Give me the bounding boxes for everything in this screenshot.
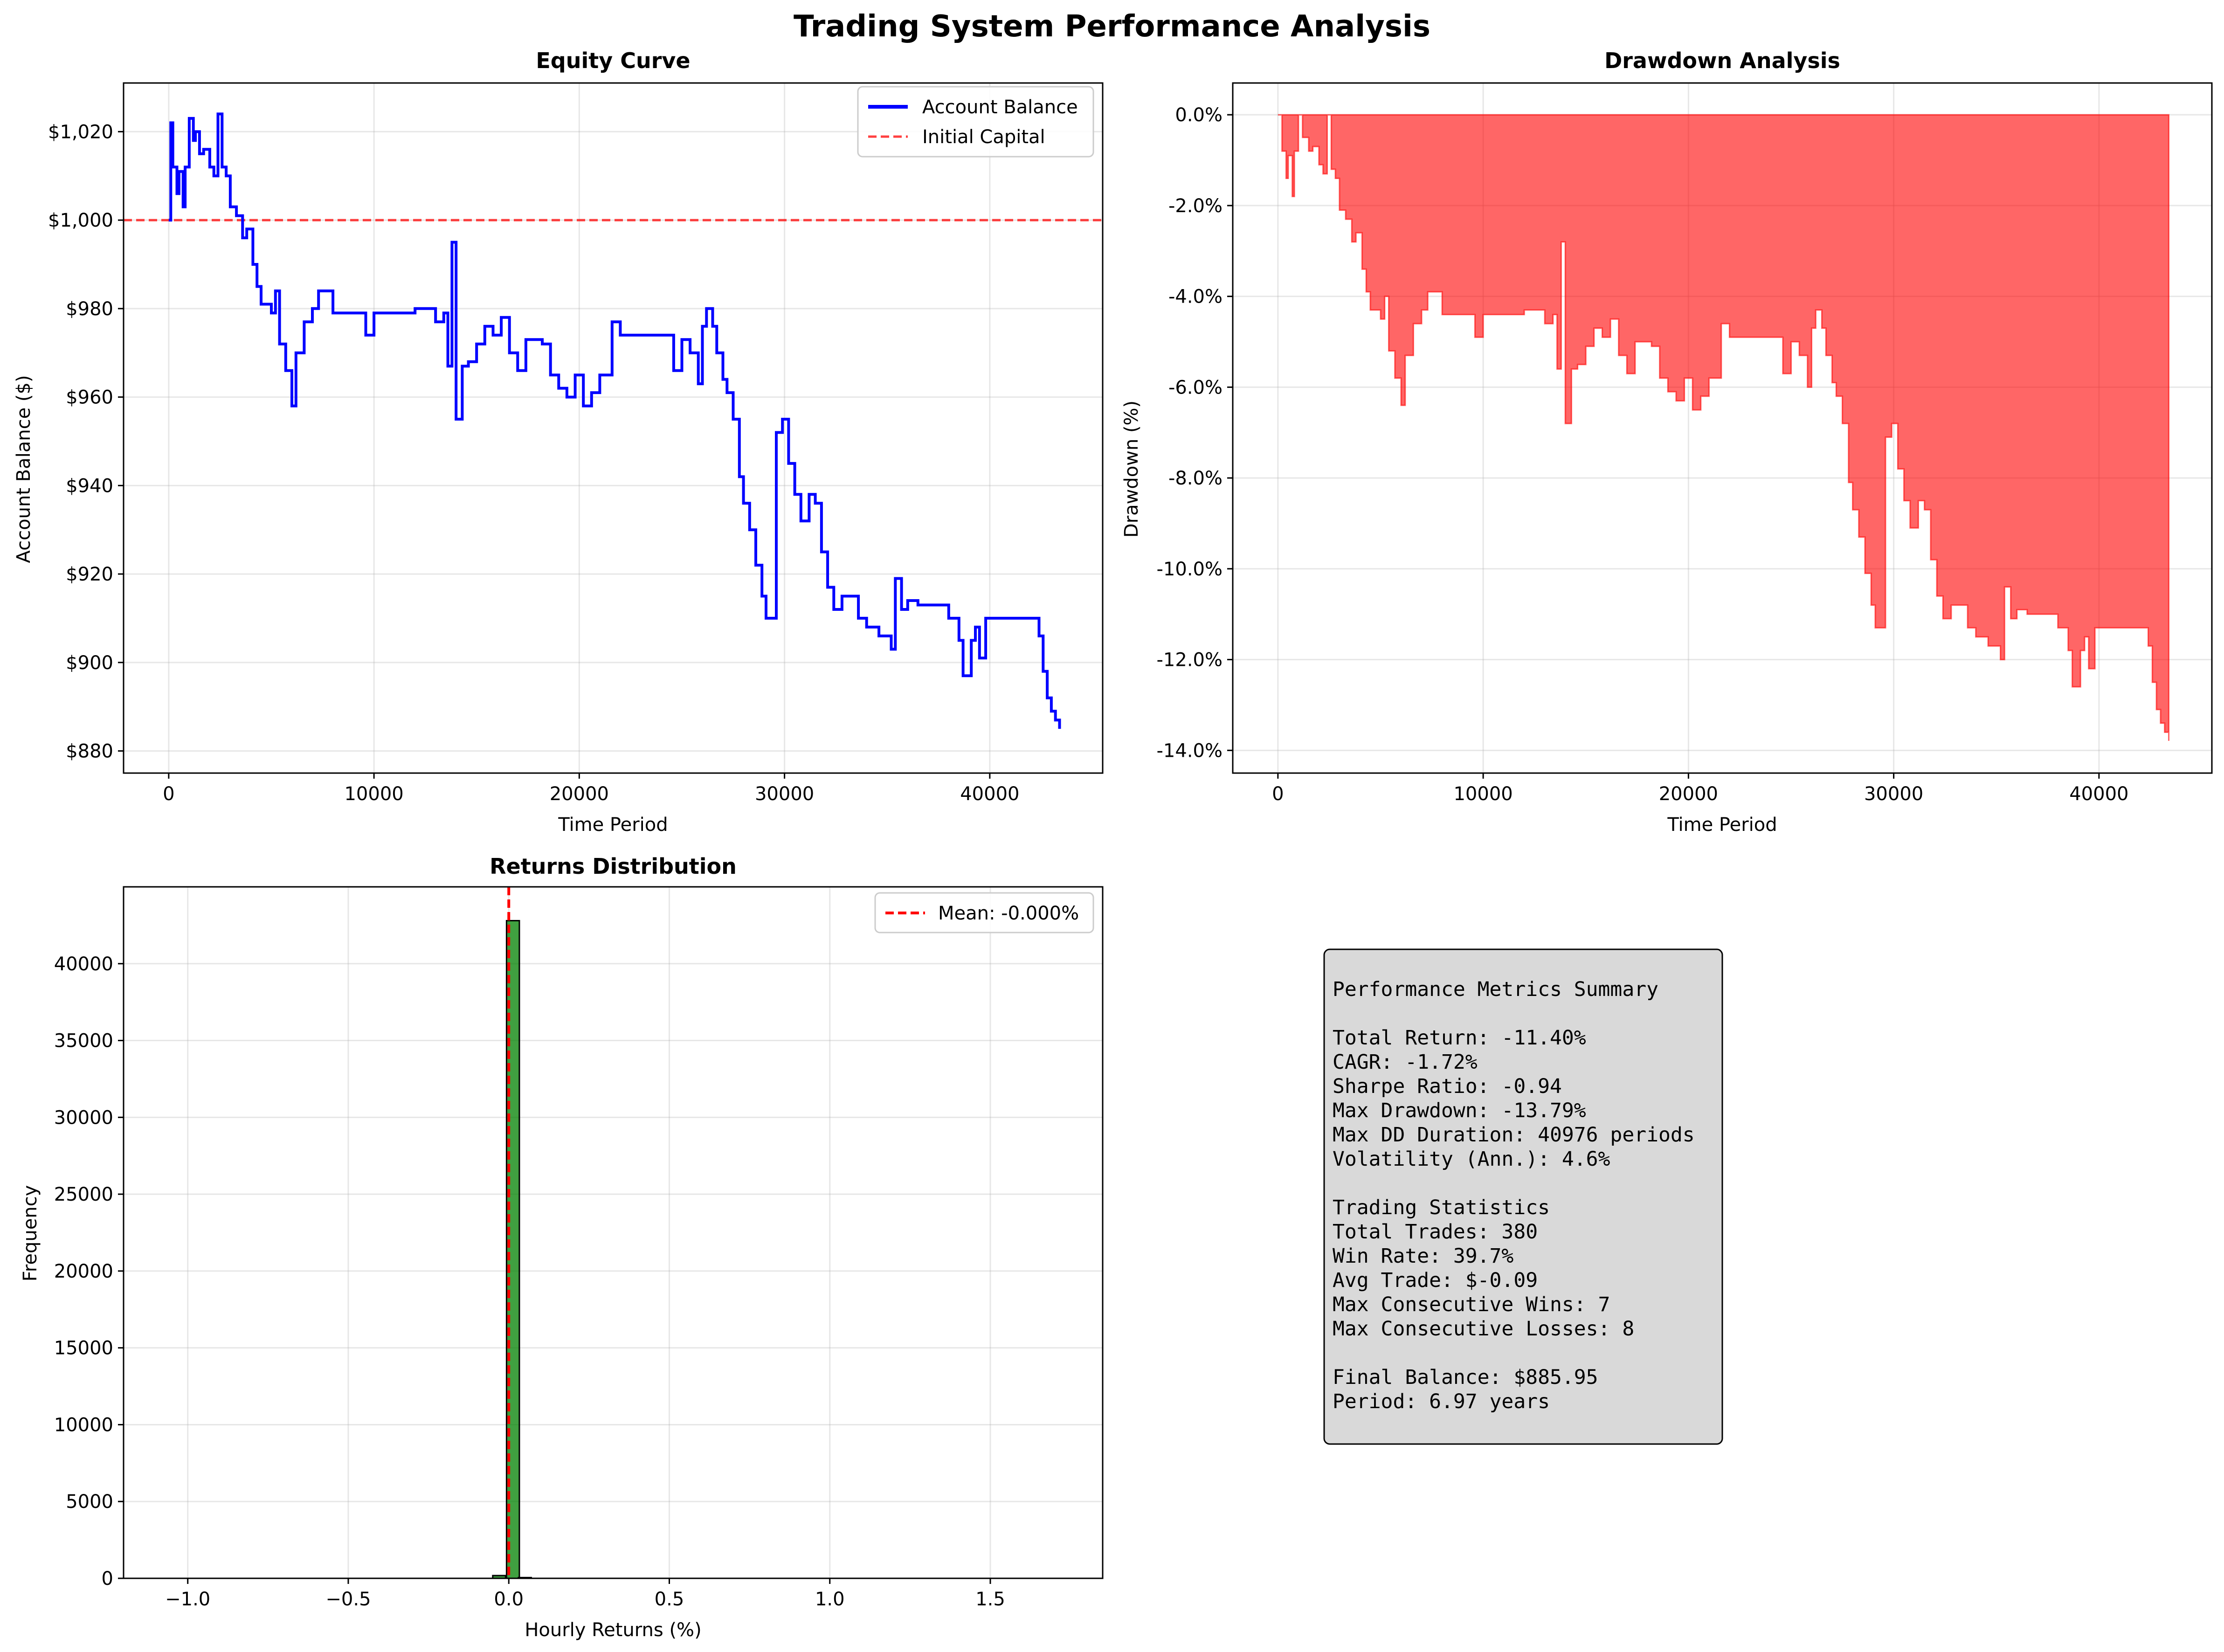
- y-tick-label: $1,020: [48, 121, 113, 143]
- y-tick-label: 10000: [54, 1414, 113, 1436]
- y-tick-label: -12.0%: [1156, 650, 1223, 671]
- equity-y-ticks: $880 $900 $920 $940 $960 $980 $1,000 $1,020: [48, 121, 124, 762]
- y-tick-label: -4.0%: [1168, 286, 1223, 308]
- x-tick-label: 30000: [755, 783, 814, 805]
- drawdown-y-ticks: 0.0% -2.0% -4.0% -6.0% -8.0% -10.0% -12.0% -14.…: [1156, 104, 1233, 761]
- equity-x-axis-label: Time Period: [558, 814, 668, 836]
- summary-line: Period: 6.97 years: [1333, 1390, 1550, 1413]
- summary-line: Max Consecutive Wins: 7: [1333, 1293, 1610, 1316]
- x-tick-label: 30000: [1864, 783, 1923, 805]
- summary-line: Max DD Duration: 40976 periods: [1333, 1123, 1695, 1147]
- equity-grid: [124, 83, 1103, 773]
- x-tick-label: 0: [1272, 783, 1284, 805]
- drawdown-x-axis-label: Time Period: [1667, 814, 1777, 836]
- drawdown-axes-frame: [1232, 82, 2213, 774]
- x-tick-label: 20000: [550, 783, 609, 805]
- returns-x-axis-label: Hourly Returns (%): [525, 1619, 701, 1641]
- x-tick-label: −0.5: [325, 1589, 371, 1610]
- legend-label-mean: Mean: -0.000%: [938, 903, 1079, 924]
- summary-line: Total Trades: 380: [1333, 1220, 1538, 1244]
- returns-y-axis-label: Frequency: [20, 1185, 41, 1282]
- y-tick-label: -6.0%: [1168, 377, 1223, 398]
- summary-line: Max Consecutive Losses: 8: [1333, 1317, 1634, 1341]
- returns-plot-area: [492, 887, 532, 1579]
- y-tick-label: $920: [66, 564, 113, 585]
- y-tick-label: $1,000: [48, 210, 113, 231]
- figure-title: Trading System Performance Analysis: [794, 9, 1430, 44]
- returns-chart-title: Returns Distribution: [490, 854, 737, 879]
- drawdown-panel: Drawdown Analysis 0 10000 20000 30000 40000 …: [1121, 48, 2213, 836]
- x-tick-label: 1.0: [815, 1589, 845, 1610]
- x-tick-label: 10000: [344, 783, 403, 805]
- x-tick-label: 40000: [2069, 783, 2128, 805]
- x-tick-label: 40000: [960, 783, 1019, 805]
- y-tick-label: $940: [66, 475, 113, 497]
- summary-line: Win Rate: 39.7%: [1333, 1244, 1513, 1268]
- drawdown-y-axis-label: Drawdown (%): [1121, 401, 1142, 538]
- x-tick-label: 0.0: [494, 1589, 524, 1610]
- y-tick-label: 40000: [54, 954, 113, 975]
- returns-y-ticks: 0 5000 10000 15000 20000 25000 30000 35000 40000: [54, 954, 124, 1590]
- summary-line: Max Drawdown: -13.79%: [1333, 1099, 1586, 1122]
- summary-line: Total Return: -11.40%: [1333, 1026, 1586, 1050]
- y-tick-label: -2.0%: [1168, 195, 1223, 217]
- y-tick-label: 15000: [54, 1338, 113, 1359]
- x-tick-label: 0.5: [655, 1589, 684, 1610]
- equity-x-ticks: 0 10000 20000 30000 40000: [163, 773, 1019, 805]
- performance-summary-box: Performance Metrics Summary Total Return:…: [1323, 948, 1723, 1445]
- summary-line: Avg Trade: $-0.09: [1333, 1269, 1538, 1292]
- x-tick-label: 1.5: [975, 1589, 1005, 1610]
- equity-plot-area: [124, 112, 1103, 729]
- equity-y-axis-label: Account Balance ($): [13, 375, 35, 563]
- summary-line: CAGR: -1.72%: [1333, 1051, 1478, 1074]
- drawdown-x-ticks: 0 10000 20000 30000 40000: [1272, 773, 2128, 805]
- y-tick-label: 30000: [54, 1107, 113, 1128]
- x-tick-label: 10000: [1453, 783, 1513, 805]
- y-tick-label: -10.0%: [1156, 559, 1223, 580]
- equity-curve-panel: Equity Curve 0 10000 20000 30000 40000 $880$…: [13, 48, 1104, 836]
- y-tick-label: $900: [66, 652, 113, 674]
- account-balance-line: [168, 112, 1061, 729]
- legend-label-initial-capital: Initial Capital: [922, 126, 1045, 148]
- y-tick-label: 0.0%: [1175, 104, 1223, 126]
- summary-box-background: [1323, 948, 1723, 1445]
- summary-line: Trading Statistics: [1333, 1196, 1550, 1219]
- y-tick-label: 25000: [54, 1184, 113, 1205]
- x-tick-label: 0: [163, 783, 174, 805]
- y-tick-label: -14.0%: [1156, 740, 1223, 761]
- equity-axes-frame: [123, 82, 1104, 774]
- y-tick-label: $880: [66, 741, 113, 762]
- drawdown-plot-area: [1278, 114, 2169, 741]
- equity-legend: Account Balance Initial Capital: [857, 86, 1094, 158]
- returns-x-ticks: −1.0 −0.5 0.0 0.5 1.0 1.5: [165, 1578, 1005, 1610]
- summary-line: Sharpe Ratio: -0.94: [1333, 1075, 1562, 1098]
- y-tick-label: 5000: [66, 1491, 113, 1513]
- x-tick-label: 20000: [1659, 783, 1718, 805]
- returns-legend-box: [874, 892, 1094, 933]
- equity-chart-title: Equity Curve: [536, 48, 690, 73]
- returns-legend: Mean: -0.000%: [874, 892, 1094, 933]
- y-tick-label: 35000: [54, 1030, 113, 1052]
- returns-distribution-panel: Returns Distribution −1.0 −0.5 0.0 0.5 1.0 1.…: [20, 854, 1104, 1641]
- y-tick-label: 0: [102, 1568, 113, 1590]
- y-tick-label: 20000: [54, 1261, 113, 1282]
- summary-line: Final Balance: $885.95: [1333, 1366, 1598, 1389]
- equity-legend-box: [857, 86, 1094, 158]
- returns-axes-frame: [123, 886, 1104, 1579]
- y-tick-label: $960: [66, 387, 113, 408]
- summary-line: Performance Metrics Summary: [1333, 978, 1658, 1001]
- y-tick-label: $980: [66, 298, 113, 320]
- drawdown-area: [1278, 114, 2169, 741]
- x-tick-label: −1.0: [165, 1589, 210, 1610]
- y-tick-label: -8.0%: [1168, 468, 1223, 489]
- legend-label-account-balance: Account Balance: [922, 97, 1078, 118]
- drawdown-chart-title: Drawdown Analysis: [1604, 48, 1840, 73]
- summary-line: Volatility (Ann.): 4.6%: [1333, 1147, 1610, 1171]
- summary-text-lines: Performance Metrics Summary Total Return:…: [1333, 978, 1695, 1413]
